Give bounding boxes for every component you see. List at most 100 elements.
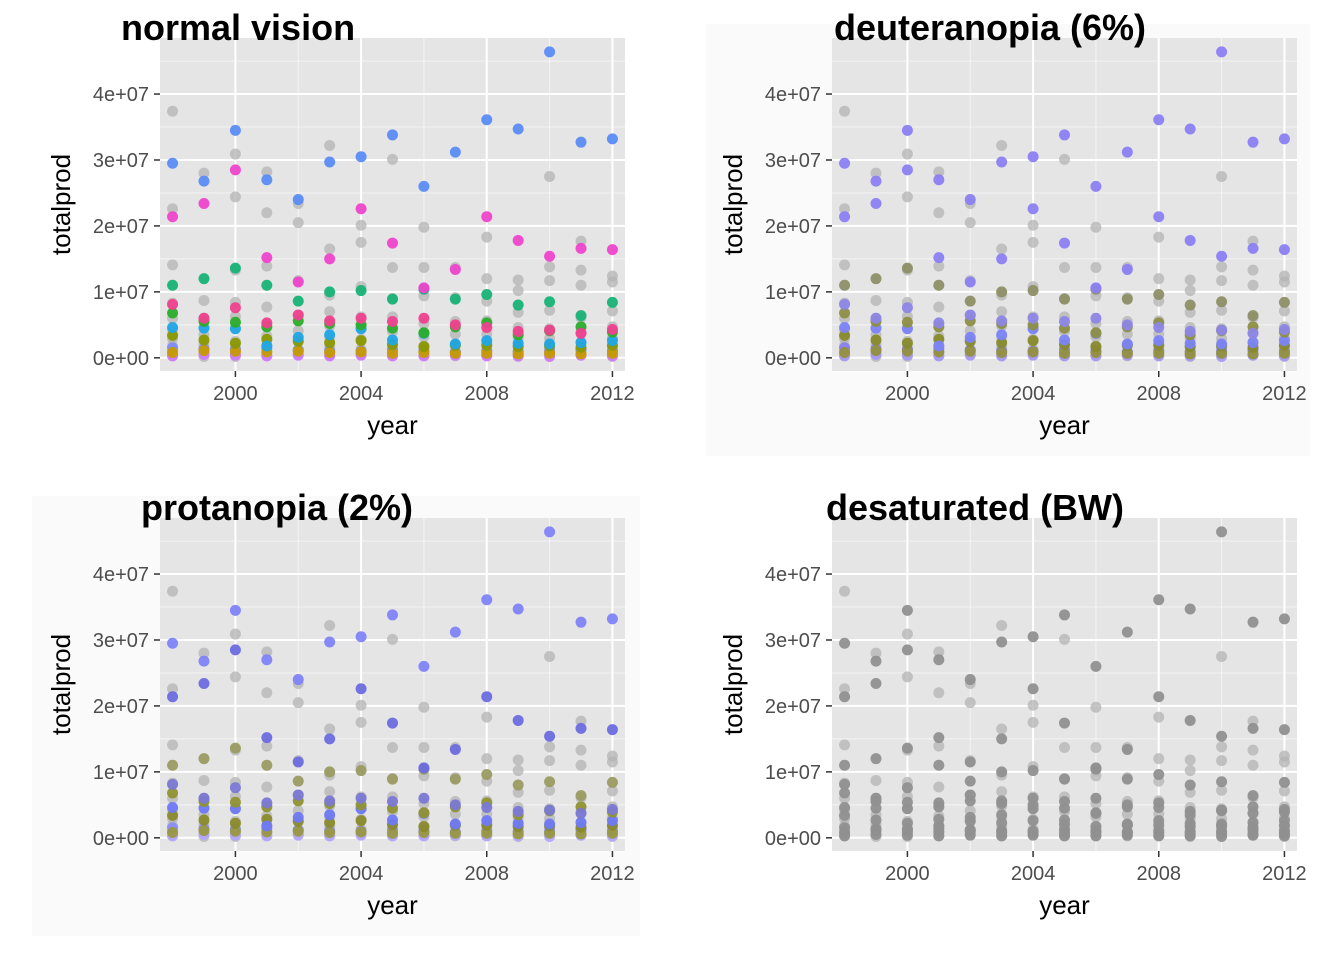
data-point — [1278, 347, 1290, 359]
context-point — [839, 683, 851, 695]
data-point — [1184, 123, 1196, 135]
context-point — [870, 167, 882, 179]
data-point — [606, 296, 618, 308]
data-point — [355, 765, 367, 777]
chart-title: protanopia (2%) — [141, 487, 413, 528]
context-point — [481, 753, 493, 765]
data-point — [167, 827, 179, 839]
data-point — [292, 789, 304, 801]
context-point — [1059, 153, 1070, 165]
context-point — [1247, 759, 1259, 771]
context-point — [575, 264, 587, 276]
context-point — [544, 784, 556, 796]
y-tick-label: 2e+07 — [765, 696, 821, 718]
data-point — [229, 796, 241, 808]
context-point — [229, 628, 241, 640]
data-point — [839, 827, 851, 839]
data-point — [839, 329, 851, 341]
data-point — [418, 327, 430, 339]
data-point — [418, 312, 430, 324]
x-tick-label: 2004 — [1011, 383, 1056, 405]
data-point — [1027, 312, 1039, 324]
data-point — [1278, 827, 1290, 839]
data-point — [1090, 821, 1102, 833]
context-point — [261, 260, 273, 272]
data-point — [167, 801, 179, 813]
context-point — [418, 741, 430, 753]
data-point — [544, 250, 556, 262]
data-point — [1059, 609, 1070, 621]
data-point — [901, 796, 913, 808]
data-point — [355, 151, 367, 163]
context-point — [229, 148, 241, 160]
data-point — [418, 180, 430, 192]
data-point — [292, 331, 304, 343]
data-point — [512, 123, 524, 135]
data-point — [418, 762, 430, 774]
data-point — [198, 198, 210, 210]
context-point — [1027, 716, 1039, 728]
data-point — [575, 242, 587, 254]
context-point — [606, 276, 618, 288]
data-point — [512, 805, 524, 817]
data-point — [418, 660, 430, 672]
data-point — [933, 340, 945, 352]
data-point — [839, 759, 851, 771]
context-point — [198, 294, 210, 306]
data-point — [901, 825, 913, 837]
data-point — [1216, 296, 1228, 308]
data-point — [355, 815, 367, 827]
context-point — [606, 785, 618, 797]
data-point — [606, 323, 618, 335]
data-point — [324, 733, 336, 745]
data-point — [1184, 805, 1196, 817]
context-point — [1216, 784, 1228, 796]
data-point — [901, 817, 913, 829]
data-point — [1153, 114, 1165, 126]
data-point — [387, 316, 398, 328]
context-point — [964, 697, 976, 709]
y-tick-label: 0e+00 — [93, 828, 149, 850]
data-point — [1247, 327, 1259, 339]
data-point — [355, 335, 367, 347]
context-point — [387, 633, 398, 645]
data-point — [229, 316, 241, 328]
context-point — [901, 191, 913, 203]
data-point — [167, 329, 179, 341]
context-point — [544, 650, 556, 662]
context-point — [996, 786, 1008, 798]
data-point — [575, 817, 587, 829]
context-point — [324, 619, 336, 631]
data-point — [167, 298, 179, 310]
data-point — [167, 157, 179, 169]
data-point — [324, 286, 336, 298]
data-point — [229, 302, 241, 314]
data-point — [901, 316, 913, 328]
chart-title: deuteranopia (6%) — [834, 7, 1146, 48]
data-point — [1059, 237, 1070, 249]
data-point — [198, 273, 210, 285]
data-point — [996, 253, 1008, 265]
context-point — [167, 105, 179, 117]
data-point — [1247, 310, 1259, 322]
y-tick-label: 3e+07 — [765, 630, 821, 652]
data-point — [418, 792, 430, 804]
y-tick-label: 4e+07 — [765, 564, 821, 586]
x-tick-label: 2012 — [590, 863, 635, 885]
data-point — [1059, 129, 1070, 141]
y-tick-label: 4e+07 — [93, 564, 149, 586]
chart-svg: 2000 2004 2008 2012 0e+00 1e+07 2e+07 3e+07 4e+0… — [46, 7, 635, 440]
context-point — [1247, 264, 1259, 276]
y-tick-label: 4e+07 — [765, 84, 821, 106]
data-point — [481, 691, 493, 703]
data-point — [261, 317, 273, 329]
data-point — [355, 792, 367, 804]
context-point — [606, 305, 618, 317]
data-point — [964, 276, 976, 288]
data-point — [606, 347, 618, 359]
context-point — [901, 628, 913, 640]
data-point — [839, 787, 851, 799]
data-point — [449, 773, 461, 785]
data-point — [229, 644, 241, 656]
chart-title: desaturated (BW) — [826, 487, 1124, 528]
